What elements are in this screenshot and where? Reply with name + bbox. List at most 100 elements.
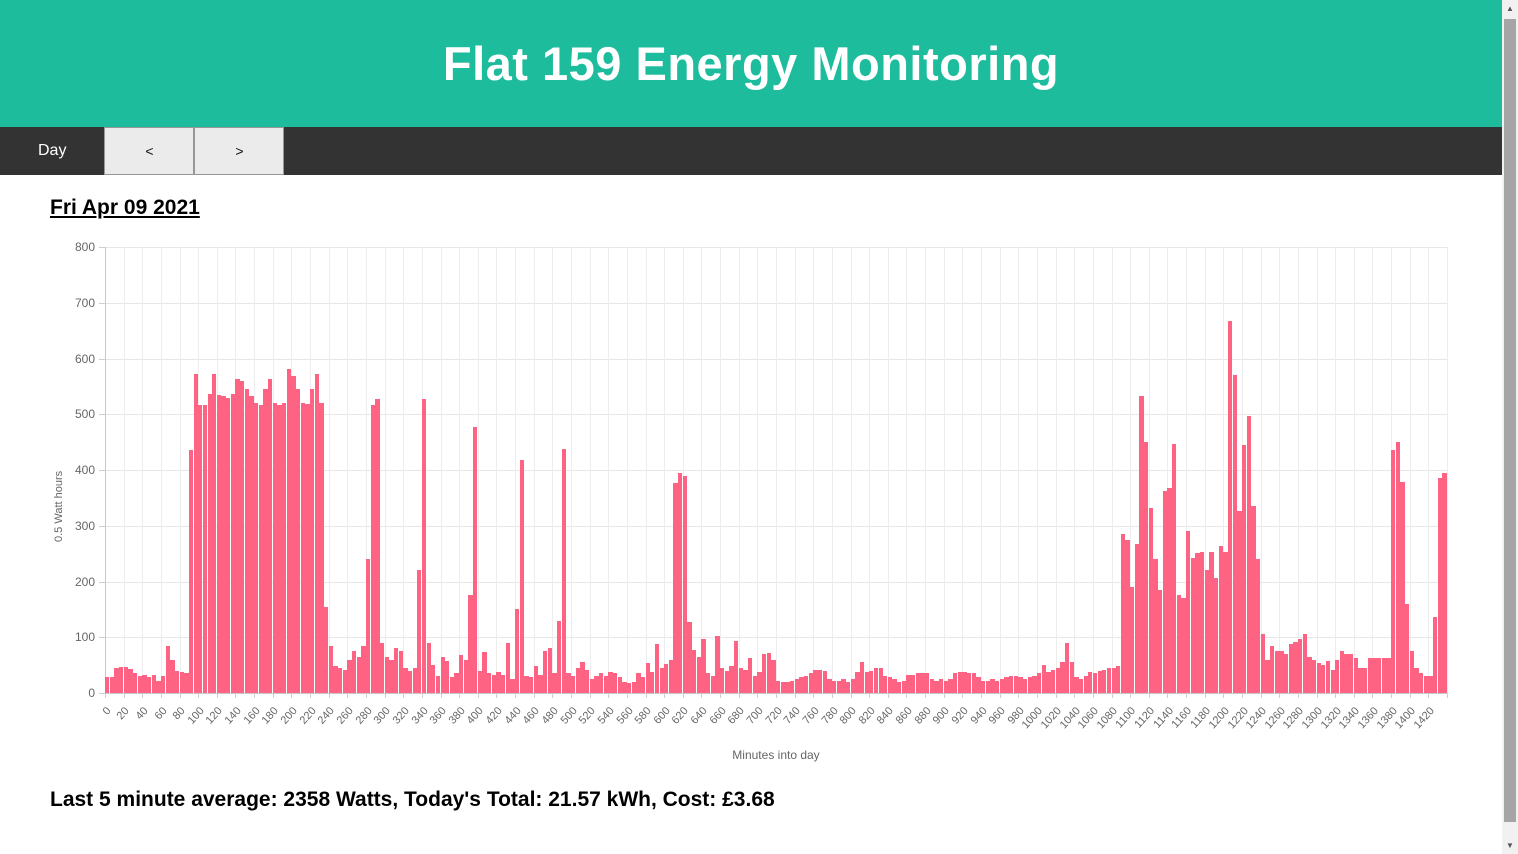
bar [216, 395, 222, 693]
x-gridline [384, 247, 386, 693]
prev-day-button[interactable]: < [104, 127, 195, 175]
x-tick-mark [1018, 693, 1020, 698]
bar [883, 676, 888, 693]
bar [170, 659, 175, 693]
x-gridline [1372, 247, 1374, 693]
summary-text: Last 5 minute average: 2358 Watts, Today… [50, 788, 775, 811]
bar [687, 621, 692, 693]
scrollbar-up-button[interactable]: ▲ [1502, 0, 1518, 17]
x-tick-mark [365, 693, 367, 698]
bar [1386, 658, 1391, 693]
bar [370, 404, 375, 693]
bar [1405, 603, 1410, 693]
bar [1130, 587, 1135, 693]
bar [589, 679, 594, 693]
bar [1311, 659, 1317, 693]
next-day-button[interactable]: > [194, 127, 285, 175]
bar [855, 671, 860, 693]
bar [389, 659, 394, 693]
bar [1106, 667, 1112, 693]
bar [314, 374, 319, 693]
x-gridline [608, 247, 610, 693]
x-tick-mark [198, 693, 200, 698]
bar [1260, 634, 1265, 693]
x-gridline [1447, 247, 1448, 693]
tab-day[interactable]: Day [0, 127, 104, 175]
x-gridline [440, 247, 442, 693]
bar [529, 677, 534, 693]
x-tick-label: 300 [371, 704, 394, 727]
bar [1335, 659, 1340, 693]
x-tick-mark [1316, 693, 1318, 698]
x-gridline [1335, 247, 1337, 693]
bar [1437, 478, 1442, 693]
x-gridline [962, 247, 964, 693]
bar [282, 403, 287, 693]
x-tick-mark [123, 693, 125, 698]
x-tick-mark [943, 693, 945, 698]
bar [501, 674, 506, 693]
x-gridline [1297, 247, 1299, 693]
bar [1330, 670, 1335, 693]
bar [393, 648, 399, 693]
bar [403, 667, 408, 693]
x-tick-mark [981, 693, 983, 698]
bar [915, 673, 921, 693]
y-tick-mark [99, 693, 105, 694]
bar [995, 680, 1000, 693]
x-tick-label: 1200 [1206, 704, 1232, 732]
bar [1139, 396, 1144, 693]
x-tick-label: 360 [427, 704, 449, 727]
x-gridline [365, 247, 367, 693]
bar [463, 659, 469, 693]
y-tick-mark [99, 302, 105, 304]
bar [1423, 676, 1428, 693]
x-gridline [403, 247, 405, 693]
x-gridline [179, 247, 181, 693]
x-tick-label: 120 [204, 704, 226, 727]
bar [459, 655, 464, 693]
x-tick-label: 720 [763, 704, 785, 727]
bar [1442, 472, 1447, 693]
bar [556, 620, 562, 693]
x-tick-mark [720, 693, 722, 698]
bar [1064, 642, 1070, 693]
x-tick-label: 1360 [1355, 704, 1381, 732]
bar [226, 397, 231, 693]
x-axis-line [105, 693, 1447, 694]
page-header: Flat 159 Energy Monitoring [0, 0, 1502, 127]
bar [873, 667, 879, 693]
scrollbar-down-button[interactable]: ▼ [1502, 837, 1518, 854]
tab-day-label: Day [38, 142, 67, 159]
x-gridline [1204, 247, 1206, 693]
x-tick-mark [1223, 693, 1225, 698]
x-tick-mark [1428, 693, 1430, 698]
scrollbar-thumb[interactable] [1504, 19, 1516, 822]
bar [445, 660, 450, 693]
bar [1218, 546, 1223, 693]
x-tick-mark [626, 693, 628, 698]
bar [827, 679, 832, 693]
x-tick-label: 1300 [1299, 704, 1325, 732]
bar [258, 404, 264, 693]
bar [1153, 559, 1158, 693]
x-tick-mark [869, 693, 871, 698]
bar [967, 672, 972, 693]
bar [1204, 569, 1209, 693]
bar [230, 394, 236, 693]
bar [1367, 658, 1373, 693]
x-gridline [1353, 247, 1355, 693]
bar [836, 680, 841, 693]
x-tick-label: 260 [334, 704, 356, 727]
x-tick-mark [1036, 693, 1038, 698]
x-tick-label: 580 [632, 704, 654, 727]
bar [426, 642, 431, 693]
bar [957, 671, 963, 693]
bar [864, 671, 869, 693]
bar [1400, 482, 1405, 693]
x-tick-label: 940 [968, 704, 990, 727]
bar [636, 673, 641, 693]
scrollbar[interactable]: ▲ ▼ [1502, 0, 1518, 854]
bar [622, 681, 627, 693]
bar [743, 669, 748, 693]
